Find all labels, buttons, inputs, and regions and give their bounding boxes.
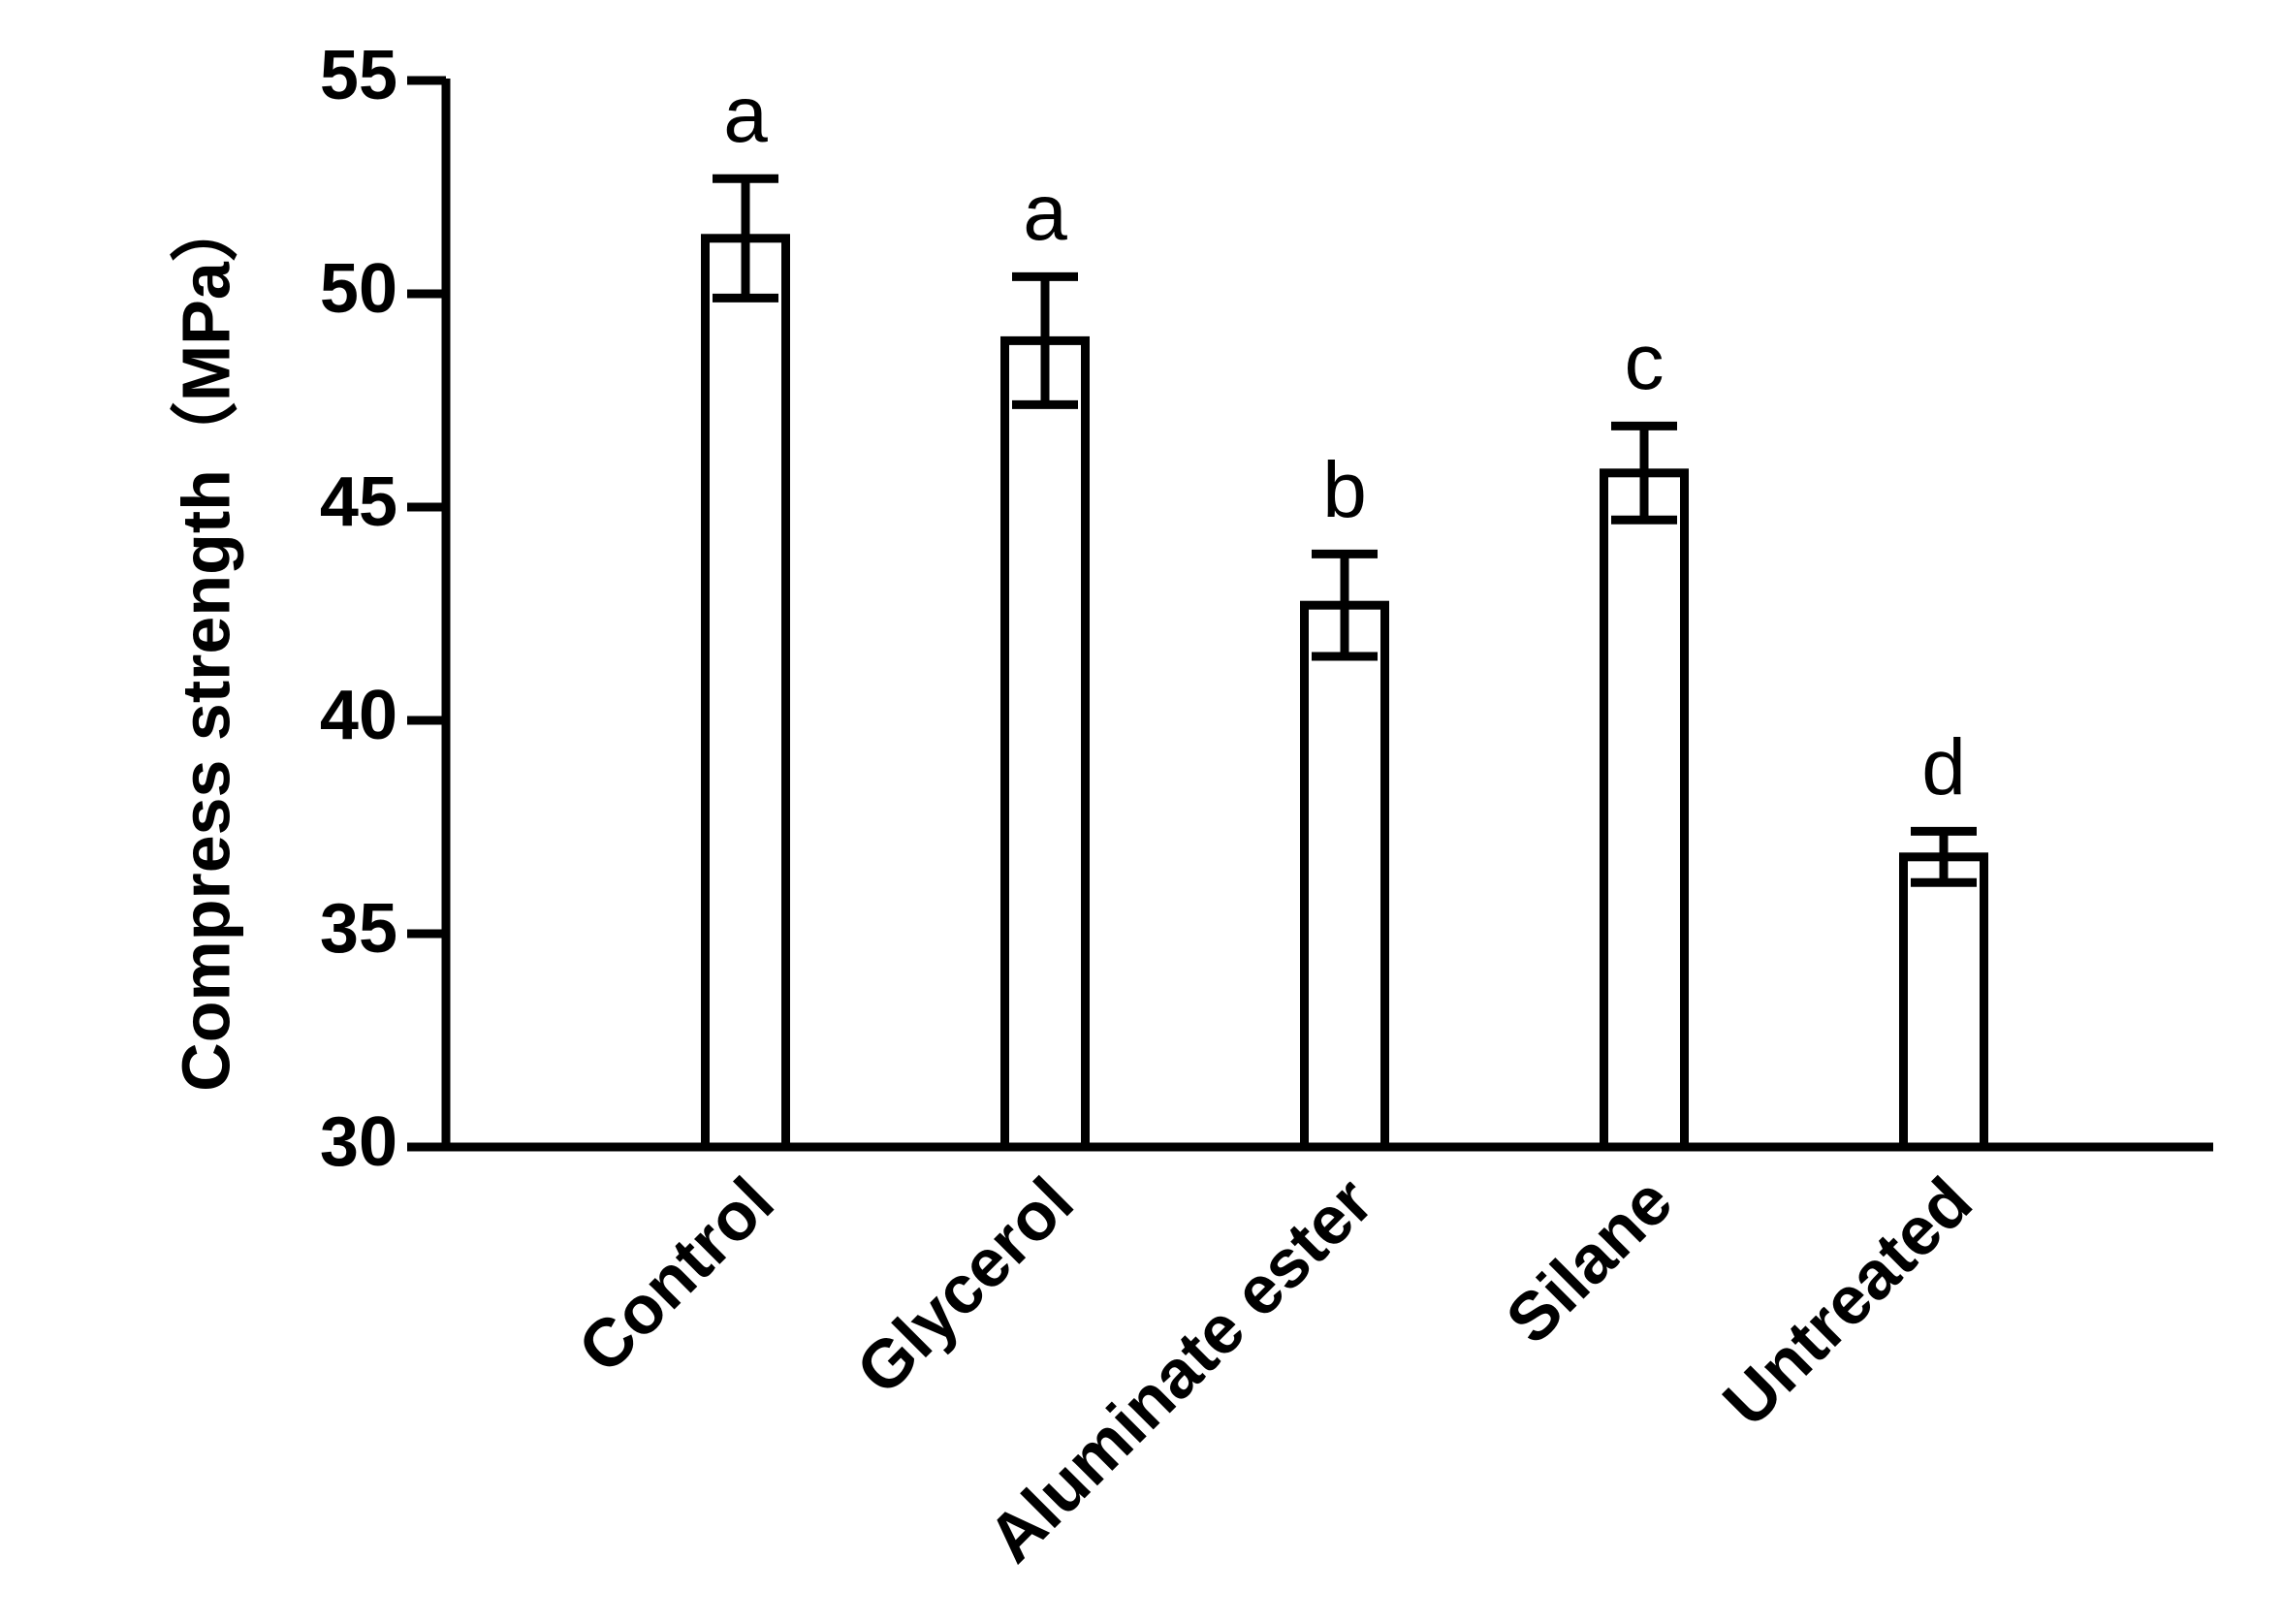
y-tick-label: 55 [320, 37, 397, 114]
significance-letter: a [1023, 169, 1067, 257]
y-axis-label: Compress strength（MPa） [168, 194, 243, 1092]
error-bar [1312, 549, 1378, 661]
x-tick-label: Untreated [1708, 1163, 1985, 1441]
bar [1300, 600, 1389, 1152]
significance-letter: b [1322, 446, 1367, 534]
bar [1000, 335, 1090, 1152]
y-tick-label: 30 [320, 1103, 397, 1181]
y-tick-label: 45 [320, 463, 397, 541]
bar [1600, 468, 1689, 1152]
significance-letter: c [1625, 318, 1665, 406]
x-tick-label: Silane [1492, 1163, 1687, 1358]
error-bar [713, 174, 778, 303]
error-bar [1012, 271, 1078, 409]
y-tick-label: 50 [320, 250, 397, 328]
significance-letter: a [723, 71, 768, 159]
x-tick-label: Glycerol [841, 1163, 1087, 1409]
error-bar [1611, 421, 1677, 525]
y-tick-label: 35 [320, 890, 397, 968]
error-bar [1911, 826, 1977, 887]
bar [1899, 852, 1988, 1152]
bar [701, 234, 790, 1152]
significance-letter: d [1921, 723, 1966, 812]
x-tick-label: Control [564, 1163, 788, 1387]
y-tick-label: 40 [320, 677, 397, 754]
